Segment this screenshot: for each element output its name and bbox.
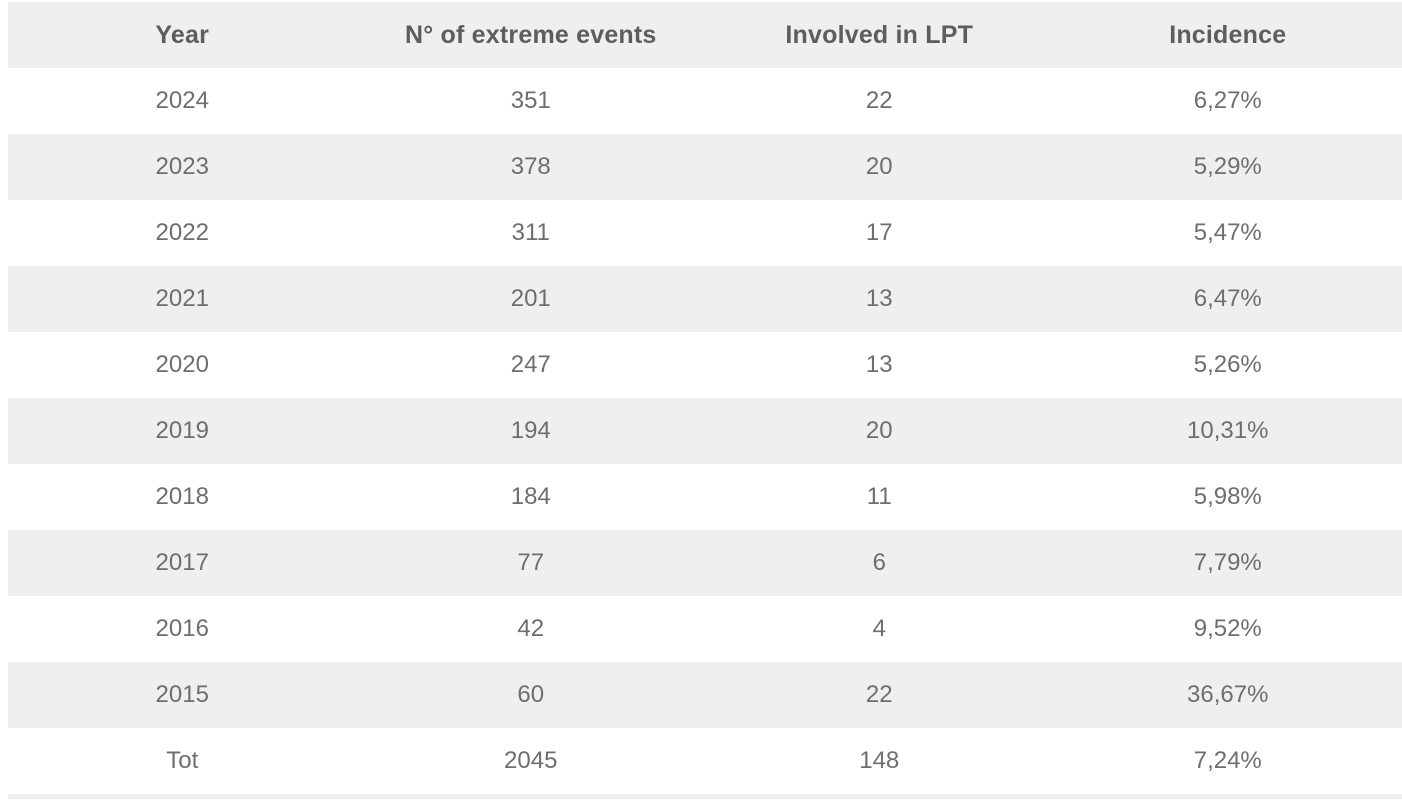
cell-year: 2022 [8, 200, 357, 266]
cell-year: 2015 [8, 662, 357, 728]
cell-extreme-events: 351 [357, 68, 706, 134]
cell-year: Tot [8, 728, 357, 794]
cell-involved-in-lpt: 6 [705, 530, 1054, 596]
cell-year: 2021 [8, 266, 357, 332]
cell-year: 2018 [8, 464, 357, 530]
cell-involved-in-lpt: 20 [705, 134, 1054, 200]
bottom-divider [8, 794, 1402, 799]
column-header-involved-in-lpt: Involved in LPT [705, 2, 1054, 68]
cell-incidence: 6,47% [1054, 266, 1402, 332]
cell-extreme-events: 60 [357, 662, 706, 728]
cell-incidence: 36,67% [1054, 662, 1402, 728]
cell-involved-in-lpt: 17 [705, 200, 1054, 266]
cell-extreme-events: 201 [357, 266, 706, 332]
cell-incidence: 9,52% [1054, 596, 1402, 662]
cell-incidence: 7,79% [1054, 530, 1402, 596]
column-header-year: Year [8, 2, 357, 68]
cell-year: 2016 [8, 596, 357, 662]
cell-extreme-events: 42 [357, 596, 706, 662]
cell-incidence: 7,24% [1054, 728, 1402, 794]
column-header-extreme-events: N° of extreme events [357, 2, 706, 68]
cell-year: 2023 [8, 134, 357, 200]
cell-year: 2020 [8, 332, 357, 398]
cell-extreme-events: 2045 [357, 728, 706, 794]
cell-extreme-events: 247 [357, 332, 706, 398]
cell-incidence: 5,29% [1054, 134, 1402, 200]
column-header-incidence: Incidence [1054, 2, 1402, 68]
cell-extreme-events: 77 [357, 530, 706, 596]
cell-involved-in-lpt: 4 [705, 596, 1054, 662]
cell-incidence: 5,47% [1054, 200, 1402, 266]
cell-involved-in-lpt: 13 [705, 332, 1054, 398]
cell-year: 2017 [8, 530, 357, 596]
cell-incidence: 5,98% [1054, 464, 1402, 530]
cell-extreme-events: 311 [357, 200, 706, 266]
cell-incidence: 6,27% [1054, 68, 1402, 134]
cell-involved-in-lpt: 22 [705, 662, 1054, 728]
cell-extreme-events: 184 [357, 464, 706, 530]
cell-incidence: 5,26% [1054, 332, 1402, 398]
cell-involved-in-lpt: 11 [705, 464, 1054, 530]
cell-extreme-events: 194 [357, 398, 706, 464]
cell-involved-in-lpt: 22 [705, 68, 1054, 134]
cell-involved-in-lpt: 13 [705, 266, 1054, 332]
cell-involved-in-lpt: 148 [705, 728, 1054, 794]
cell-extreme-events: 378 [357, 134, 706, 200]
cell-year: 2019 [8, 398, 357, 464]
cell-involved-in-lpt: 20 [705, 398, 1054, 464]
cell-year: 2024 [8, 68, 357, 134]
cell-incidence: 10,31% [1054, 398, 1402, 464]
